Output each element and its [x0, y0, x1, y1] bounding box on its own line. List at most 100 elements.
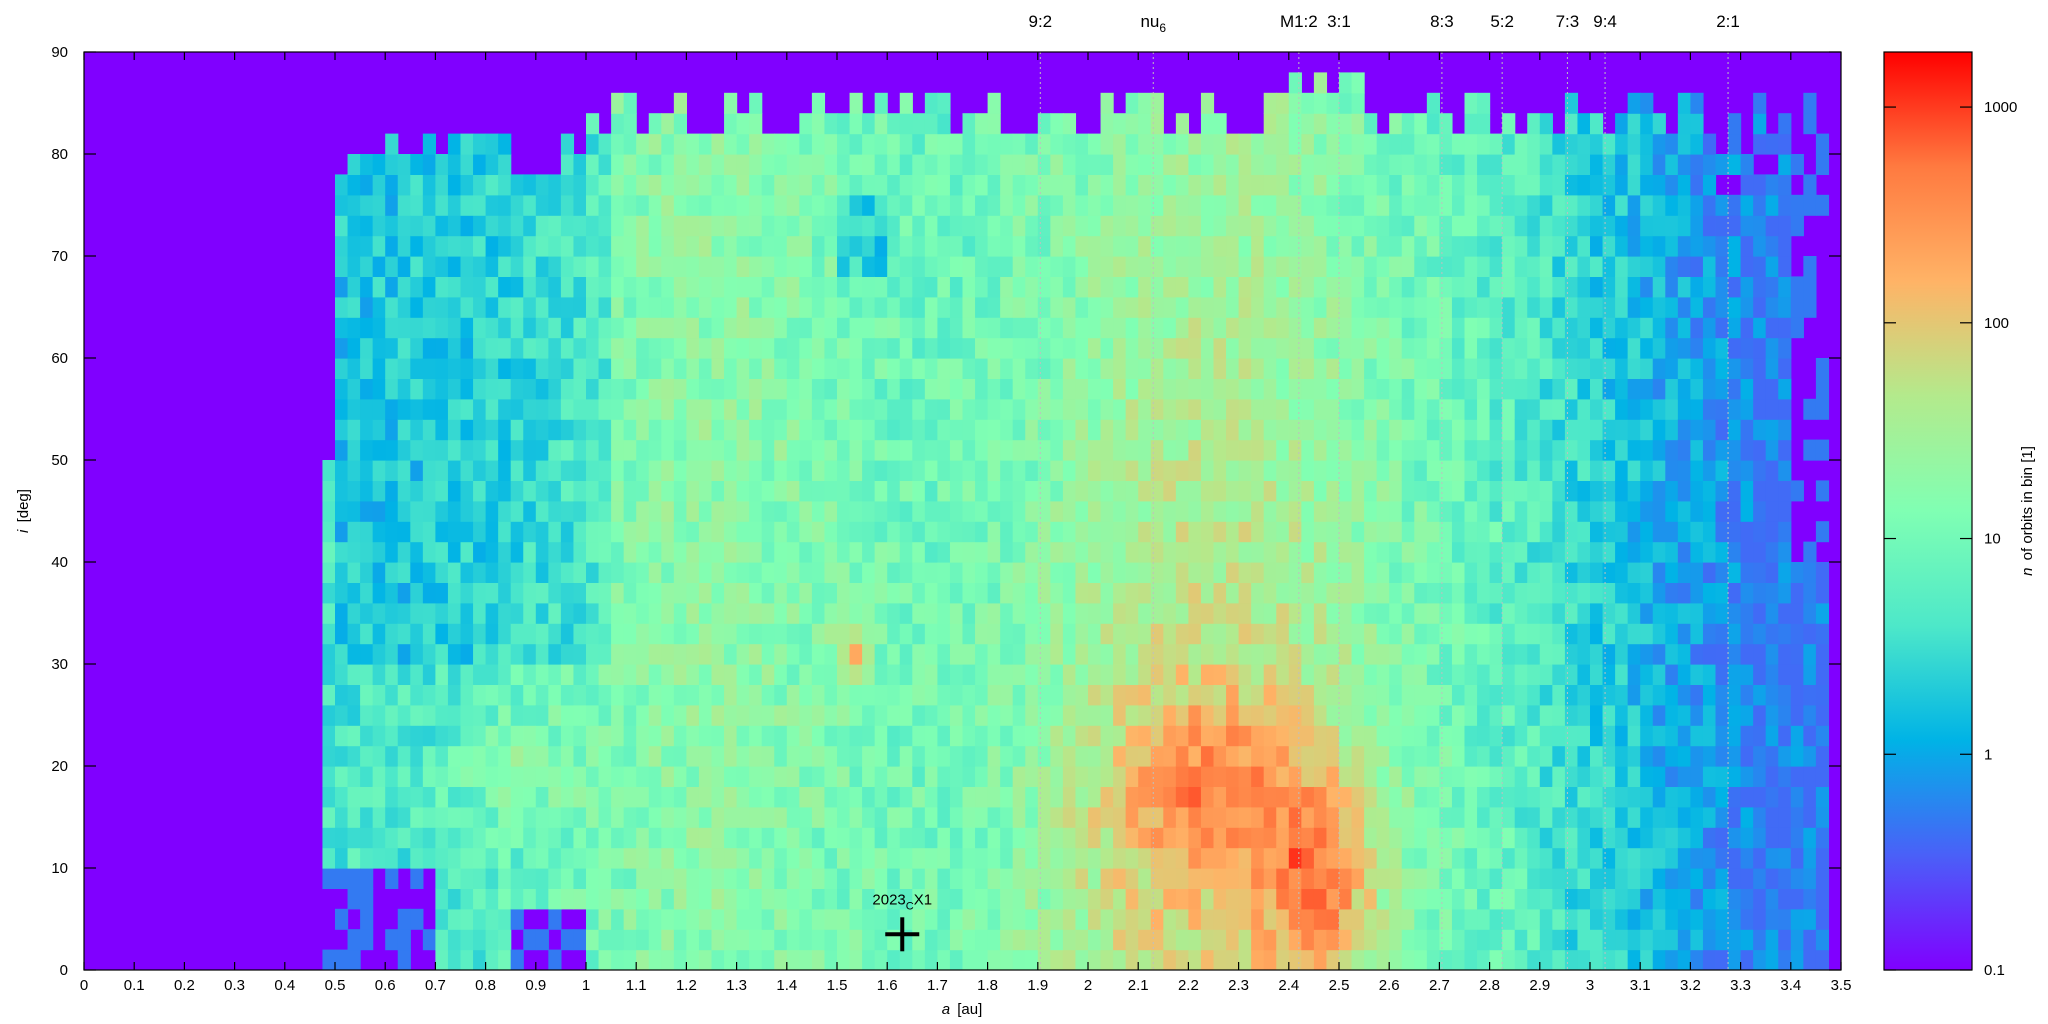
heatmap-cell: [410, 847, 424, 869]
heatmap-cell: [899, 541, 913, 563]
heatmap-cell: [322, 664, 336, 685]
heatmap-cell: [1502, 602, 1516, 624]
heatmap-cell: [975, 419, 989, 441]
heatmap-cell: [1251, 786, 1265, 808]
heatmap-cell: [711, 684, 725, 706]
heatmap-cell: [1301, 235, 1315, 257]
heatmap-cell: [1175, 643, 1189, 665]
heatmap-cell: [1313, 378, 1328, 400]
heatmap-cell: [1552, 460, 1566, 481]
heatmap-cell: [1200, 745, 1215, 767]
heatmap-cell: [1677, 194, 1691, 216]
heatmap-cell: [1288, 480, 1302, 502]
heatmap-cell: [987, 562, 1001, 583]
heatmap-cell: [1238, 888, 1252, 910]
heatmap-cell: [636, 500, 650, 522]
heatmap-cell: [837, 358, 851, 379]
heatmap-cell: [1188, 806, 1202, 828]
heatmap-cell: [1577, 296, 1591, 318]
heatmap-cell: [1790, 766, 1804, 787]
heatmap-cell: [937, 358, 951, 379]
heatmap-cell: [1364, 460, 1378, 481]
heatmap-cell: [360, 337, 374, 359]
heatmap-cell: [1263, 664, 1277, 685]
heatmap-cell: [799, 664, 813, 685]
heatmap-cell: [498, 704, 512, 726]
heatmap-cell: [1627, 500, 1641, 522]
heatmap-cell: [1615, 317, 1629, 339]
heatmap-cell: [586, 174, 600, 196]
heatmap-cell: [1652, 215, 1666, 237]
heatmap-cell: [1778, 908, 1792, 930]
heatmap-cell: [636, 174, 650, 196]
heatmap-cell: [1464, 276, 1478, 298]
heatmap-cell: [1564, 929, 1579, 951]
heatmap-cell: [786, 133, 800, 155]
heatmap-cell: [1753, 623, 1767, 645]
heatmap-cell: [498, 460, 512, 481]
heatmap-cell: [1263, 786, 1277, 808]
heatmap-cell: [1376, 337, 1390, 359]
heatmap-cell: [1652, 949, 1666, 970]
heatmap-cell: [862, 398, 876, 420]
heatmap-cell: [1753, 398, 1767, 420]
heatmap-cell: [385, 786, 399, 808]
heatmap-cell: [962, 541, 976, 563]
heatmap-cell: [1062, 949, 1077, 970]
heatmap-cells: [322, 72, 1830, 970]
heatmap-cell: [874, 235, 888, 257]
heatmap-cell: [548, 194, 562, 216]
heatmap-cell: [949, 868, 964, 889]
heatmap-cell: [1163, 704, 1177, 726]
heatmap-cell: [1113, 766, 1127, 787]
heatmap-cell: [510, 745, 524, 767]
heatmap-cell: [586, 378, 600, 400]
heatmap-cell: [1414, 949, 1428, 970]
heatmap-cell: [1552, 398, 1566, 420]
heatmap-cell: [1389, 480, 1403, 502]
heatmap-cell: [1163, 602, 1177, 624]
heatmap-cell: [1740, 256, 1754, 277]
heatmap-cell: [1702, 949, 1717, 970]
heatmap-cell: [1728, 623, 1742, 645]
heatmap-cell: [1778, 378, 1792, 400]
heatmap-cell: [1100, 562, 1114, 583]
heatmap-cell: [1464, 888, 1478, 910]
heatmap-cell: [912, 949, 926, 970]
heatmap-cell: [1564, 827, 1579, 849]
heatmap-cell: [975, 929, 989, 951]
heatmap-cell: [1000, 439, 1014, 461]
heatmap-cell: [1590, 725, 1604, 747]
heatmap-cell: [1113, 296, 1127, 318]
heatmap-cell: [1288, 460, 1302, 481]
heatmap-cell: [1163, 317, 1177, 339]
heatmap-cell: [598, 235, 612, 257]
heatmap-cell: [1665, 868, 1679, 889]
heatmap-cell: [1175, 500, 1189, 522]
heatmap-cell: [1514, 398, 1528, 420]
heatmap-cell: [372, 480, 386, 502]
heatmap-cell: [1175, 317, 1189, 339]
heatmap-cell: [837, 133, 851, 155]
heatmap-cell: [837, 439, 851, 461]
heatmap-cell: [711, 786, 725, 808]
heatmap-cell: [1489, 664, 1503, 685]
heatmap-cell: [1326, 337, 1340, 359]
heatmap-cell: [1276, 623, 1290, 645]
heatmap-cell: [1188, 908, 1202, 930]
heatmap-cell: [372, 358, 386, 379]
heatmap-cell: [1376, 194, 1390, 216]
heatmap-cell: [975, 745, 989, 767]
heatmap-cell: [937, 766, 951, 787]
heatmap-cell: [410, 908, 424, 930]
heatmap-cell: [1025, 296, 1039, 318]
heatmap-cell: [1477, 174, 1491, 196]
heatmap-cell: [1125, 908, 1139, 930]
heatmap-cell: [1577, 725, 1591, 747]
heatmap-cell: [385, 154, 399, 175]
heatmap-cell: [535, 398, 549, 420]
heatmap-cell: [1677, 868, 1691, 889]
heatmap-cell: [1702, 194, 1717, 216]
heatmap-cell: [1339, 72, 1353, 94]
heatmap-cell: [1502, 908, 1516, 930]
